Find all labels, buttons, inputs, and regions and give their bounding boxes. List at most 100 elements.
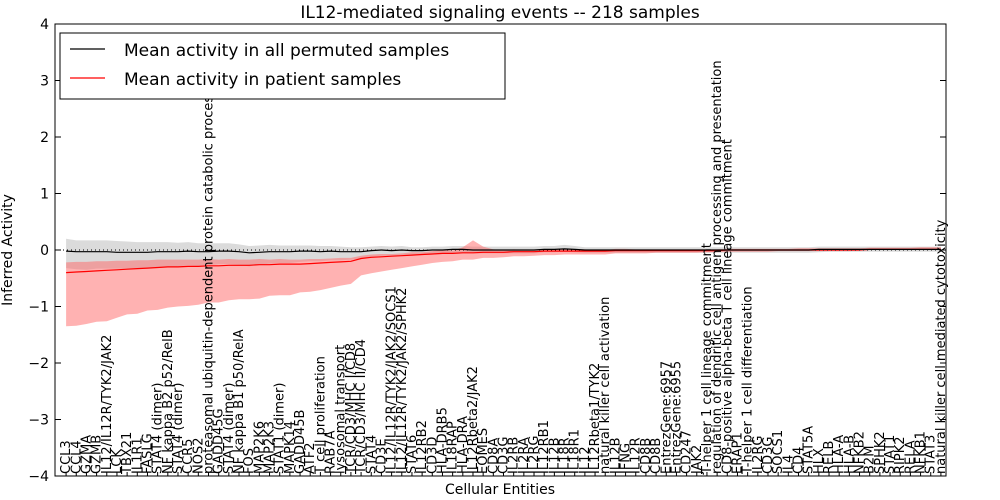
x-tick-label: T-helper 1 cell differentiation <box>741 286 756 475</box>
x-tick-label: CD8B <box>649 438 664 474</box>
x-tick-label: EOMES <box>476 428 491 474</box>
x-tick-label: LCK <box>110 449 125 474</box>
x-axis-label: Cellular Entities <box>445 482 555 498</box>
x-tick-label: CCL4 <box>69 440 84 474</box>
band-patient <box>66 240 941 327</box>
x-tick-label: IL18R1 <box>568 429 583 474</box>
legend: Mean activity in all permuted samples Me… <box>59 32 506 100</box>
x-tick-label: FOS <box>242 448 257 474</box>
x-tick-label: GADD45B <box>293 410 308 474</box>
y-tick-label: −2 <box>28 356 49 372</box>
x-tick-label: STAT4 <box>364 435 379 474</box>
x-tick-label: CCL3 <box>59 440 74 474</box>
x-tick-label: STAT1 (dimer) <box>273 383 288 474</box>
x-tick-label: TBX21 <box>120 432 135 475</box>
x-tick-label: CD247 <box>680 430 695 474</box>
x-tick-label: FASLG <box>141 433 156 474</box>
x-tick-label: TCR/CD3/MHC II/CD4 <box>354 339 369 475</box>
x-tick-label: HLA-DRB5 <box>436 407 451 474</box>
x-tick-label: STAT4 (dimer) <box>171 383 186 474</box>
x-tick-label: RELB <box>822 441 837 474</box>
legend-label-patient: Mean activity in patient samples <box>124 70 401 90</box>
x-tick-label: CD3D <box>425 437 440 474</box>
x-tick-label: NOS2 <box>191 438 206 474</box>
y-tick-label: 4 <box>40 17 49 33</box>
x-tick-label: IFNG <box>619 443 634 474</box>
x-tick-label: MAP2K6 <box>252 421 267 474</box>
x-tick-label: natural killer cell mediated cytotoxicit… <box>934 219 949 474</box>
x-axis-ticks: CCL3CCL4GZMAGZMBIL12/IL12R/TYK2/JAK2LCKT… <box>59 60 949 476</box>
x-tick-label: STAT4 (dimer) <box>222 383 237 474</box>
x-tick-label: NFKB1 <box>914 431 929 474</box>
x-tick-label: NF kappa B1 p50/RelA <box>232 329 247 474</box>
x-tick-label: IL12Rbeta1/TYK2 <box>588 363 603 474</box>
x-tick-label: GADD45G <box>212 408 227 474</box>
x-tick-label: IL4 <box>781 455 796 474</box>
x-tick-label: JAK2 <box>690 445 705 475</box>
x-tick-label: CD8B <box>639 438 654 474</box>
x-tick-label: HLA-A <box>832 435 847 474</box>
x-tick-label: IL2RA <box>517 437 532 474</box>
y-tick-label: 0 <box>40 243 49 259</box>
x-tick-label: B2M <box>863 446 878 474</box>
x-tick-label: ERAP1 <box>731 432 746 474</box>
x-tick-label: STAT6 <box>405 435 420 474</box>
x-tick-label: RELA <box>903 440 918 474</box>
x-tick-label: IL12/IL12R/TYK2/JAK2/SOCS1 <box>385 286 400 474</box>
x-tick-label: CD3G <box>497 437 512 474</box>
x-tick-label: proteasomal ubiquitin-dependent protein … <box>202 89 217 474</box>
chart-title: IL12-mediated signaling events -- 218 sa… <box>300 3 700 23</box>
x-tick-label: CD3G <box>761 437 776 474</box>
x-tick-label: IL12/IL12R/TYK2/JAK2/SPHK2 <box>395 288 410 474</box>
x-tick-label: SOCS1 <box>771 430 786 474</box>
x-tick-label: IL12/IL12R/TYK2/JAK2 <box>100 335 115 474</box>
x-tick-label: NF kappa B2 p52/RelB <box>161 329 176 474</box>
x-tick-label: CCR5 <box>181 439 196 474</box>
x-tick-label: STAT1 <box>883 435 898 474</box>
y-tick-label: 3 <box>40 74 49 90</box>
confidence-bands <box>66 238 941 327</box>
x-tick-label: IL12RB1 <box>537 420 552 474</box>
x-tick-label: T cell proliferation <box>313 356 328 475</box>
x-tick-label: MAP2K3 <box>263 421 278 474</box>
x-tick-label: IL12Rbeta2/JAK2 <box>466 366 481 474</box>
y-tick-label: −1 <box>28 300 49 316</box>
x-tick-label: NFKB2 <box>853 431 868 474</box>
x-tick-label: lysosomal transport <box>334 345 349 474</box>
x-tick-label: SPHK2 <box>873 431 888 474</box>
x-tick-label: STAT4 (dimer) <box>151 383 166 474</box>
x-tick-label: IL18R <box>558 437 573 474</box>
x-tick-label: IL12R <box>629 437 644 474</box>
x-tick-label: HLA-DRA <box>456 416 471 474</box>
y-axis-label: Inferred Activity <box>0 194 16 306</box>
x-tick-label: regulation of dendritic cell antigen pro… <box>710 60 725 474</box>
x-tick-label: CD4 <box>792 447 807 474</box>
x-tick-label: IL12B <box>547 437 562 474</box>
x-tick-label: RIPK2 <box>893 436 908 474</box>
x-tick-label: IL12B <box>608 437 623 474</box>
x-tick-label: IL2RB <box>507 437 522 474</box>
x-tick-label: CD8A <box>486 438 501 474</box>
x-tick-label: STAT3 <box>924 435 939 474</box>
y-tick-label: 2 <box>40 130 49 146</box>
x-tick-label: STAT5A <box>802 426 817 474</box>
x-tick-label: natural killer cell activation <box>598 297 613 474</box>
y-tick-label: 1 <box>40 187 49 203</box>
x-tick-label: EntrezGene:6955 <box>669 361 684 474</box>
x-tick-label: IL18RAP <box>446 421 461 474</box>
y-tick-label: −3 <box>28 413 49 429</box>
x-tick-label: IL2RG <box>751 436 766 474</box>
y-tick-label: −4 <box>28 469 49 485</box>
x-tick-label: CD8-positive alpha-beta T cell lineage c… <box>720 139 735 474</box>
x-tick-label: IL2RG <box>527 436 542 474</box>
x-tick-label: GZMB <box>90 435 105 474</box>
y-axis-ticks: −4 −3 −2 −1 0 1 2 3 4 <box>28 17 946 485</box>
x-tick-label: T-helper 1 cell lineage commitment <box>700 243 715 475</box>
x-tick-label: EntrezGene:6957 <box>659 361 674 474</box>
x-tick-label: IL1R1 <box>130 437 145 474</box>
x-tick-label: HLX <box>812 448 827 474</box>
x-tick-label: RAB7A <box>324 430 339 474</box>
x-tick-label: HLA-B <box>842 435 857 474</box>
x-tick-label: CD3E <box>374 438 389 474</box>
